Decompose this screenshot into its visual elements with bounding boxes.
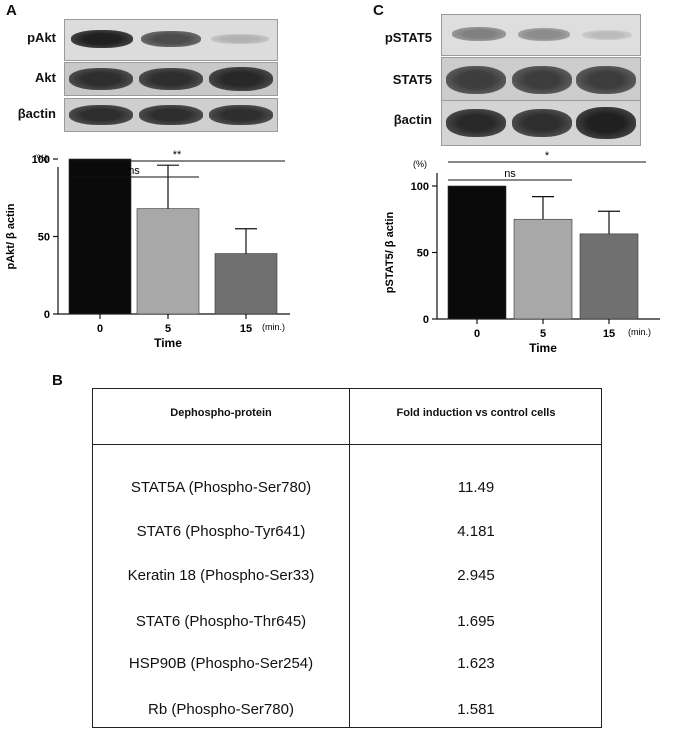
- significance-label: ns: [504, 168, 516, 180]
- blot-strip-bactin-a: [64, 98, 278, 132]
- table-cell-fold: 1.695: [457, 613, 495, 630]
- table-header-protein: Dephospho-protein: [170, 407, 272, 419]
- blot-band: [512, 109, 572, 137]
- bar: [136, 208, 200, 315]
- bar-chart-pstat5: 0 50 100 (%) pSTAT5/ β actin 0 5 15 (min.) Time ns…: [384, 150, 660, 355]
- blot-label-bactin-c: βactin: [393, 112, 432, 127]
- x-tick-label: 15: [603, 328, 615, 340]
- x-tick-label: 15: [240, 323, 252, 335]
- blot-band: [512, 66, 572, 94]
- blot-strip-akt: [64, 62, 278, 96]
- blot-label-stat5: STAT5: [392, 72, 432, 87]
- panel-a-label: A: [6, 2, 17, 19]
- table-cell-fold: 11.49: [457, 479, 495, 496]
- blot-band: [209, 105, 273, 125]
- x-axis-title: Time: [529, 341, 557, 355]
- blot-label-pakt: pAkt: [27, 30, 56, 45]
- blot-band: [518, 28, 570, 41]
- bar: [447, 185, 507, 320]
- table-cell-fold: 1.623: [457, 655, 495, 672]
- y-tick-label: 50: [417, 248, 429, 260]
- y-unit-label: (%): [34, 153, 48, 163]
- x-tick-label: 5: [540, 328, 546, 340]
- y-tick-label: 50: [38, 232, 50, 244]
- table-cell-fold: 1.581: [457, 701, 495, 718]
- x-tick-label: 5: [165, 323, 171, 335]
- significance-label: **: [173, 149, 182, 161]
- blot-band: [452, 27, 506, 41]
- y-unit-label: (%): [413, 159, 427, 169]
- blot-label-bactin-a: βactin: [17, 106, 56, 121]
- y-axis-title: pSTAT5/ β actin: [384, 211, 396, 293]
- blot-band: [576, 107, 636, 139]
- y-tick-label: 100: [411, 181, 429, 193]
- bar: [68, 158, 132, 315]
- blot-band: [71, 30, 133, 48]
- table-header-divider: [93, 444, 601, 445]
- blot-band: [139, 68, 203, 90]
- table-cell-protein: STAT6 (Phospho-Thr645): [135, 613, 307, 630]
- blot-band: [446, 66, 506, 94]
- y-tick-label: 0: [423, 314, 429, 326]
- bar: [214, 253, 278, 315]
- blot-strip-pakt: [64, 19, 278, 61]
- blot-strip-stat5: [441, 57, 641, 103]
- significance-label: *: [545, 150, 550, 162]
- table-cell-protein: Rb (Phospho-Ser780): [148, 701, 294, 718]
- blot-strip-pstat5: [441, 14, 641, 56]
- panel-c-label: C: [373, 2, 384, 19]
- blot-band: [69, 105, 133, 125]
- dephospho-table: Dephospho-protein Fold induction vs cont…: [92, 388, 602, 728]
- x-unit-label: (min.): [628, 327, 651, 337]
- x-tick-label: 0: [474, 328, 480, 340]
- x-unit-label: (min.): [262, 322, 285, 332]
- bar-chart-pakt: 0 50 100(%) pAkt/ β actin 0 5 15 (min.) Time ns **: [5, 149, 290, 350]
- y-axis-title: pAkt/ β actin: [5, 203, 17, 269]
- y-tick-label: 100: [32, 154, 50, 166]
- blot-band: [69, 68, 133, 90]
- x-tick-label: 0: [97, 323, 103, 335]
- blot-band: [576, 66, 636, 94]
- blot-band: [582, 30, 632, 40]
- blot-strip-bactin-c: [441, 100, 641, 146]
- table-column-divider: [349, 389, 350, 727]
- blot-band: [211, 34, 269, 44]
- blot-label-akt: Akt: [35, 70, 56, 85]
- table-cell-protein: STAT5A (Phospho-Ser780): [130, 479, 312, 496]
- blot-label-pstat5: pSTAT5: [384, 30, 432, 45]
- blot-band: [446, 109, 506, 137]
- x-axis-title: Time: [154, 336, 182, 350]
- blot-band: [141, 31, 201, 47]
- table-cell-fold: 4.181: [457, 523, 495, 540]
- significance-label: ns: [128, 165, 140, 177]
- table-header-fold: Fold induction vs control cells: [396, 407, 556, 419]
- bar: [579, 233, 639, 320]
- bar: [513, 218, 573, 320]
- blot-band: [209, 67, 273, 91]
- panel-b-label: B: [52, 372, 63, 389]
- y-tick-label: 0: [44, 309, 50, 321]
- table-cell-protein: STAT6 (Phospho-Tyr641): [136, 523, 306, 540]
- table-cell-fold: 2.945: [457, 567, 495, 584]
- blot-band: [139, 105, 203, 125]
- table-cell-protein: Keratin 18 (Phospho-Ser33): [127, 567, 315, 584]
- table-cell-protein: HSP90B (Phospho-Ser254): [128, 655, 314, 672]
